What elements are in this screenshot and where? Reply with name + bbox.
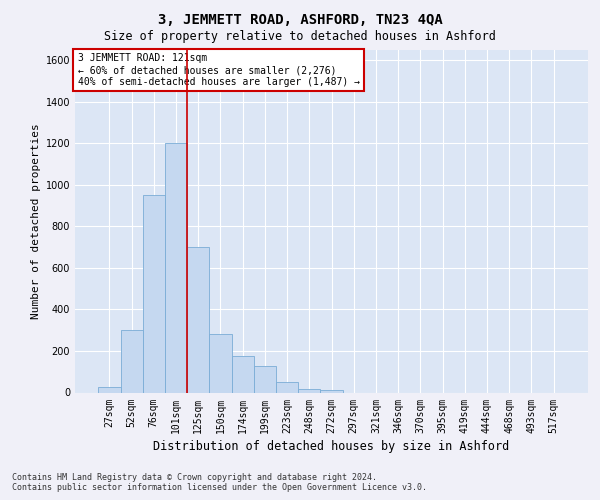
Text: 3 JEMMETT ROAD: 121sqm
← 60% of detached houses are smaller (2,276)
40% of semi-: 3 JEMMETT ROAD: 121sqm ← 60% of detached…	[77, 54, 359, 86]
Bar	[143, 196, 165, 392]
Bar	[298, 390, 320, 392]
Text: 3, JEMMETT ROAD, ASHFORD, TN23 4QA: 3, JEMMETT ROAD, ASHFORD, TN23 4QA	[158, 12, 442, 26]
Bar	[209, 334, 232, 392]
Bar	[98, 388, 121, 392]
Text: Size of property relative to detached houses in Ashford: Size of property relative to detached ho…	[104, 30, 496, 43]
Bar	[254, 366, 276, 392]
Bar	[320, 390, 343, 392]
X-axis label: Distribution of detached houses by size in Ashford: Distribution of detached houses by size …	[154, 440, 509, 452]
Bar	[187, 247, 209, 392]
Y-axis label: Number of detached properties: Number of detached properties	[31, 124, 41, 319]
Bar	[276, 382, 298, 392]
Bar	[232, 356, 254, 393]
Bar	[121, 330, 143, 392]
Bar	[165, 144, 187, 392]
Text: Contains HM Land Registry data © Crown copyright and database right 2024.
Contai: Contains HM Land Registry data © Crown c…	[12, 472, 427, 492]
